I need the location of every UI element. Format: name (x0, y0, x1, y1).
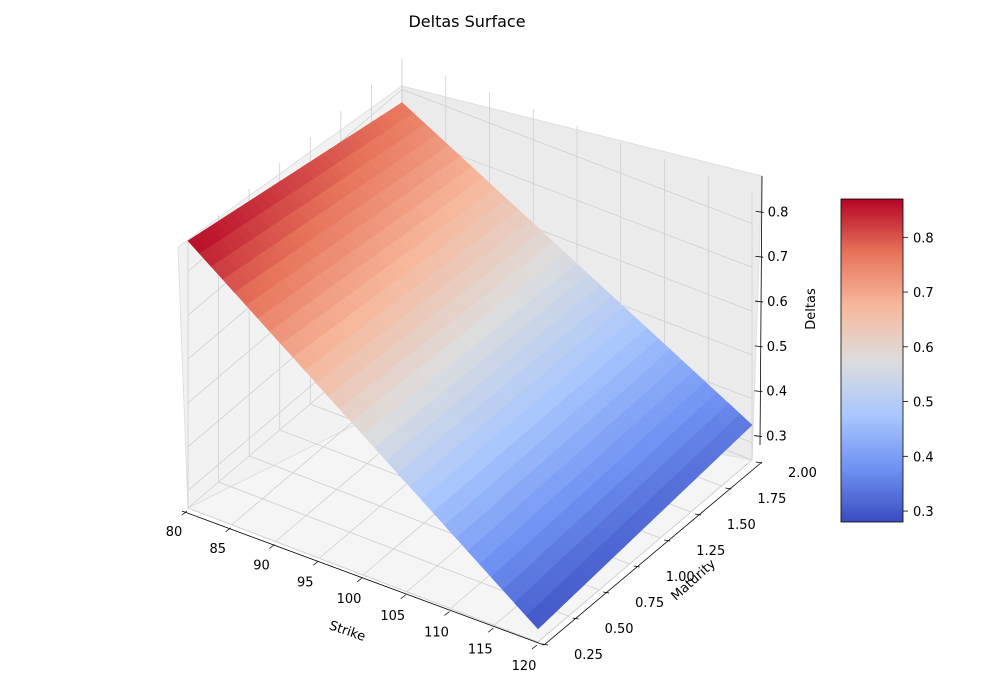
z-tick-label: 0.6 (767, 295, 788, 310)
x-tick (225, 527, 231, 533)
y-tick (572, 617, 579, 620)
z-tick-label: 0.7 (767, 250, 788, 265)
x-tick (488, 627, 494, 633)
surface (187, 102, 753, 630)
y-tick (633, 565, 640, 568)
chart-title: Deltas Surface (408, 12, 525, 31)
colorbar-tick-label: 0.6 (913, 341, 934, 356)
x-tick-label: 80 (166, 525, 183, 540)
y-tick-label: 1.25 (696, 544, 725, 559)
z-axis-line (759, 175, 763, 446)
x-tick (400, 594, 406, 600)
y-tick (694, 513, 701, 516)
colorbar-tick-label: 0.4 (913, 450, 934, 465)
y-tick (725, 487, 732, 490)
colorbar-tick-label: 0.5 (913, 396, 934, 411)
z-tick-label: 0.5 (767, 340, 788, 355)
x-tick (444, 611, 450, 616)
surface-patch (525, 608, 546, 630)
z-tick (755, 255, 764, 258)
y-tick (755, 461, 763, 464)
y-tick-label: 0.50 (605, 622, 634, 637)
z-tick-label: 0.4 (766, 385, 787, 400)
y-tick (664, 539, 671, 542)
y-tick-label: 0.25 (574, 648, 603, 663)
z-tick (754, 345, 763, 348)
y-tick (603, 591, 610, 594)
x-tick (531, 644, 538, 650)
y-tick-label: 1.75 (757, 492, 786, 507)
z-tick (754, 435, 763, 437)
x-tick (356, 577, 363, 583)
y-tick-label: 1.50 (727, 518, 756, 533)
x-tick-label: 115 (468, 642, 493, 657)
colorbar-ticks: 0.3 0.4 0.5 0.6 0.7 0.8 (903, 231, 934, 520)
colorbar-tick-label: 0.8 (913, 231, 934, 246)
x-tick (313, 560, 319, 566)
grid-line-y (218, 214, 569, 617)
x-tick-label: 100 (337, 592, 362, 607)
z-tick (754, 390, 763, 393)
x-tick-label: 110 (424, 626, 449, 641)
y-tick-label: 2.00 (788, 466, 817, 481)
x-axis-label: Strike (327, 619, 367, 645)
y-axis-line (543, 461, 763, 646)
z-tick (755, 210, 764, 213)
colorbar-tick-label: 0.3 (913, 505, 934, 520)
x-tick-label: 105 (380, 609, 405, 624)
x-axis-line (181, 510, 545, 646)
grid-line-y (187, 240, 539, 643)
y-tick-label: 0.75 (635, 596, 664, 611)
z-tick-label: 0.3 (766, 430, 787, 445)
x-tick-label: 85 (209, 542, 226, 557)
x-tick-label: 120 (512, 659, 537, 674)
y-tick (541, 643, 549, 646)
axes: 808590951001051101151200.250.500.751.001… (166, 175, 817, 674)
x-tick-label: 90 (253, 559, 270, 574)
z-tick-label: 0.8 (768, 205, 789, 220)
y-tick-label: 1.00 (666, 570, 695, 585)
z-axis-label: Deltas (804, 288, 819, 330)
colorbar (840, 198, 904, 523)
x-tick (181, 510, 188, 516)
x-tick (269, 544, 275, 549)
x-tick-label: 95 (297, 575, 314, 590)
z-tick (755, 300, 764, 303)
colorbar-tick-label: 0.7 (913, 286, 934, 301)
